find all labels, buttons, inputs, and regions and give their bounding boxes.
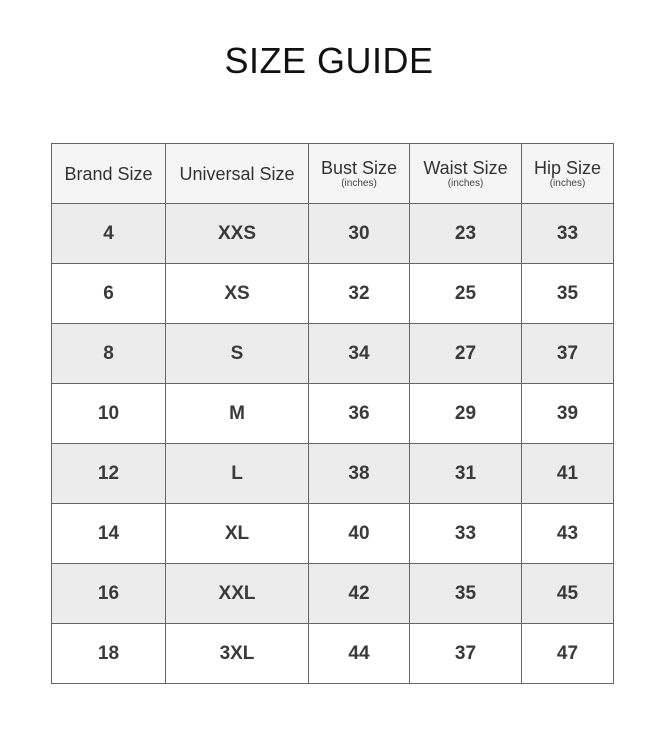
table-cell: S [165, 323, 309, 384]
table-row: 18 3XL 44 37 47 [51, 623, 614, 684]
column-unit: (inches) [447, 178, 484, 189]
table-row: 8 S 34 27 37 [51, 323, 614, 384]
table-row: 12 L 38 31 41 [51, 443, 614, 504]
table-cell: 27 [409, 323, 522, 384]
table-cell: 8 [51, 323, 166, 384]
column-unit: (inches) [341, 178, 377, 189]
header-row: Brand Size Universal Size Bust Size (inches… [51, 143, 614, 204]
table-cell: 33 [409, 503, 522, 564]
column-header: Bust Size (inches) [308, 143, 410, 204]
table-cell: 10 [51, 383, 166, 444]
table-row: 6 XS 32 25 35 [51, 263, 614, 324]
column-label: Hip Size [533, 158, 602, 178]
column-label: Universal Size [179, 163, 295, 184]
table-cell: XS [165, 263, 309, 324]
column-label: Bust Size [320, 158, 398, 178]
table-cell: 34 [308, 323, 410, 384]
table-cell: 40 [308, 503, 410, 564]
column-label: Waist Size [423, 158, 508, 178]
table-cell: 35 [409, 563, 522, 624]
table-cell: 42 [308, 563, 410, 624]
table-cell: 47 [521, 623, 614, 684]
table-cell: 14 [51, 503, 166, 564]
table-cell: 25 [409, 263, 522, 324]
table-cell: 36 [308, 383, 410, 444]
table-cell: 23 [409, 203, 522, 264]
column-header: Universal Size [165, 143, 309, 204]
table-cell: 6 [51, 263, 166, 324]
table-cell: 32 [308, 263, 410, 324]
table-cell: 16 [51, 563, 166, 624]
column-header: Waist Size (inches) [409, 143, 522, 204]
table-cell: 38 [308, 443, 410, 504]
column-header: Brand Size [51, 143, 166, 204]
table-cell: 4 [51, 203, 166, 264]
table-cell: M [165, 383, 309, 444]
table-row: 10 M 36 29 39 [51, 383, 614, 444]
table-cell: XL [165, 503, 309, 564]
table-row: 14 XL 40 33 43 [51, 503, 614, 564]
table-cell: 43 [521, 503, 614, 564]
table-cell: XXL [165, 563, 309, 624]
table-cell: XXS [165, 203, 309, 264]
table-row: 16 XXL 42 35 45 [51, 563, 614, 624]
table-cell: 18 [51, 623, 166, 684]
size-table: Brand Size Universal Size Bust Size (inches… [51, 143, 614, 684]
column-unit: (inches) [549, 178, 586, 189]
table-cell: 12 [51, 443, 166, 504]
table-cell: 41 [521, 443, 614, 504]
column-header: Hip Size (inches) [521, 143, 614, 204]
table-cell: 31 [409, 443, 522, 504]
page-title: SIZE GUIDE [224, 40, 434, 81]
table-cell: 45 [521, 563, 614, 624]
table-cell: 3XL [165, 623, 309, 684]
table-cell: 37 [409, 623, 522, 684]
table-cell: L [165, 443, 309, 504]
table-row: 4 XXS 30 23 33 [51, 203, 614, 264]
table-cell: 44 [308, 623, 410, 684]
table-cell: 33 [521, 203, 614, 264]
table-cell: 29 [409, 383, 522, 444]
column-label: Brand Size [64, 163, 153, 184]
table-cell: 30 [308, 203, 410, 264]
table-cell: 39 [521, 383, 614, 444]
table-cell: 35 [521, 263, 614, 324]
table-cell: 37 [521, 323, 614, 384]
